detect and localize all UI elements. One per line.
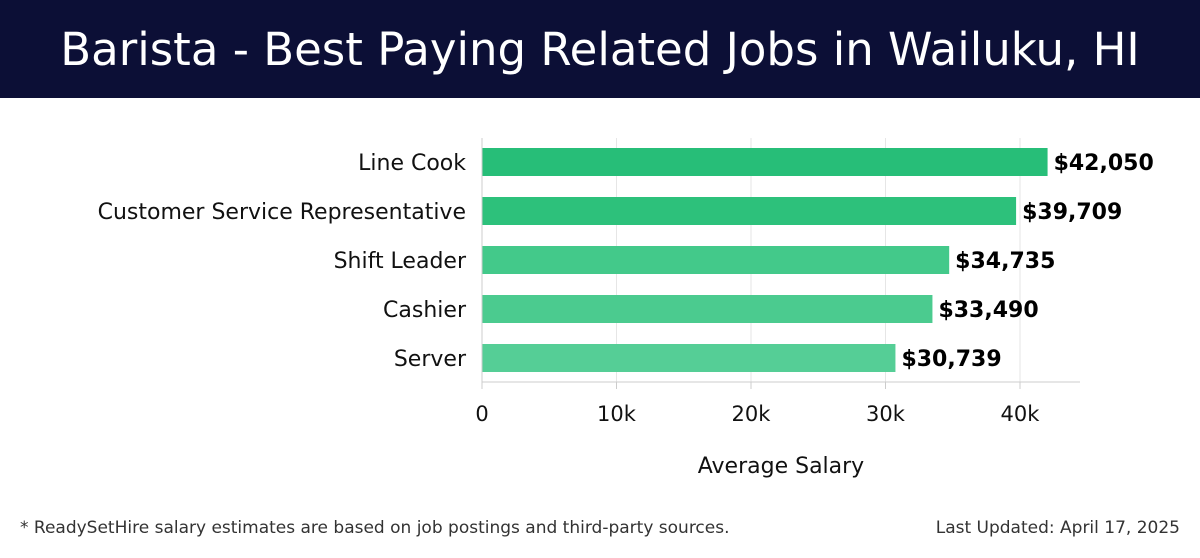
bars: [482, 148, 1048, 372]
chart-title: Barista - Best Paying Related Jobs in Wa…: [60, 22, 1140, 76]
footer-note: * ReadySetHire salary estimates are base…: [20, 518, 730, 538]
data-label: $33,490: [938, 298, 1038, 323]
category-label: Customer Service Representative: [98, 200, 466, 225]
bar: [482, 246, 950, 274]
x-tick-label: 20k: [732, 402, 772, 426]
data-label: $39,709: [1022, 200, 1122, 225]
bar: [482, 197, 1017, 225]
x-tick-label: 40k: [1001, 402, 1041, 426]
x-axis-label: Average Salary: [698, 454, 864, 479]
category-label: Cashier: [383, 298, 467, 323]
bar: [482, 148, 1048, 176]
category-label: Server: [394, 347, 467, 372]
x-tick-label: 10k: [597, 402, 637, 426]
x-tick-label: 30k: [866, 402, 906, 426]
bar: [482, 344, 896, 372]
last-updated: Last Updated: April 17, 2025: [935, 518, 1180, 538]
category-label: Shift Leader: [334, 249, 467, 274]
bar: [482, 295, 933, 323]
salary-bar-chart: 0 10k 20k 30k 40k Line Cook $42,050 Customer Se…: [98, 138, 1154, 479]
labels: 0 10k 20k 30k 40k Line Cook $42,050 Customer Se…: [98, 151, 1154, 426]
data-label: $42,050: [1054, 151, 1154, 176]
x-tick-label: 0: [475, 402, 488, 426]
category-label: Line Cook: [358, 151, 466, 176]
axes: [481, 138, 1080, 383]
data-label: $34,735: [955, 249, 1055, 274]
chart-header: Barista - Best Paying Related Jobs in Wa…: [0, 0, 1200, 98]
data-label: $30,739: [901, 347, 1001, 372]
